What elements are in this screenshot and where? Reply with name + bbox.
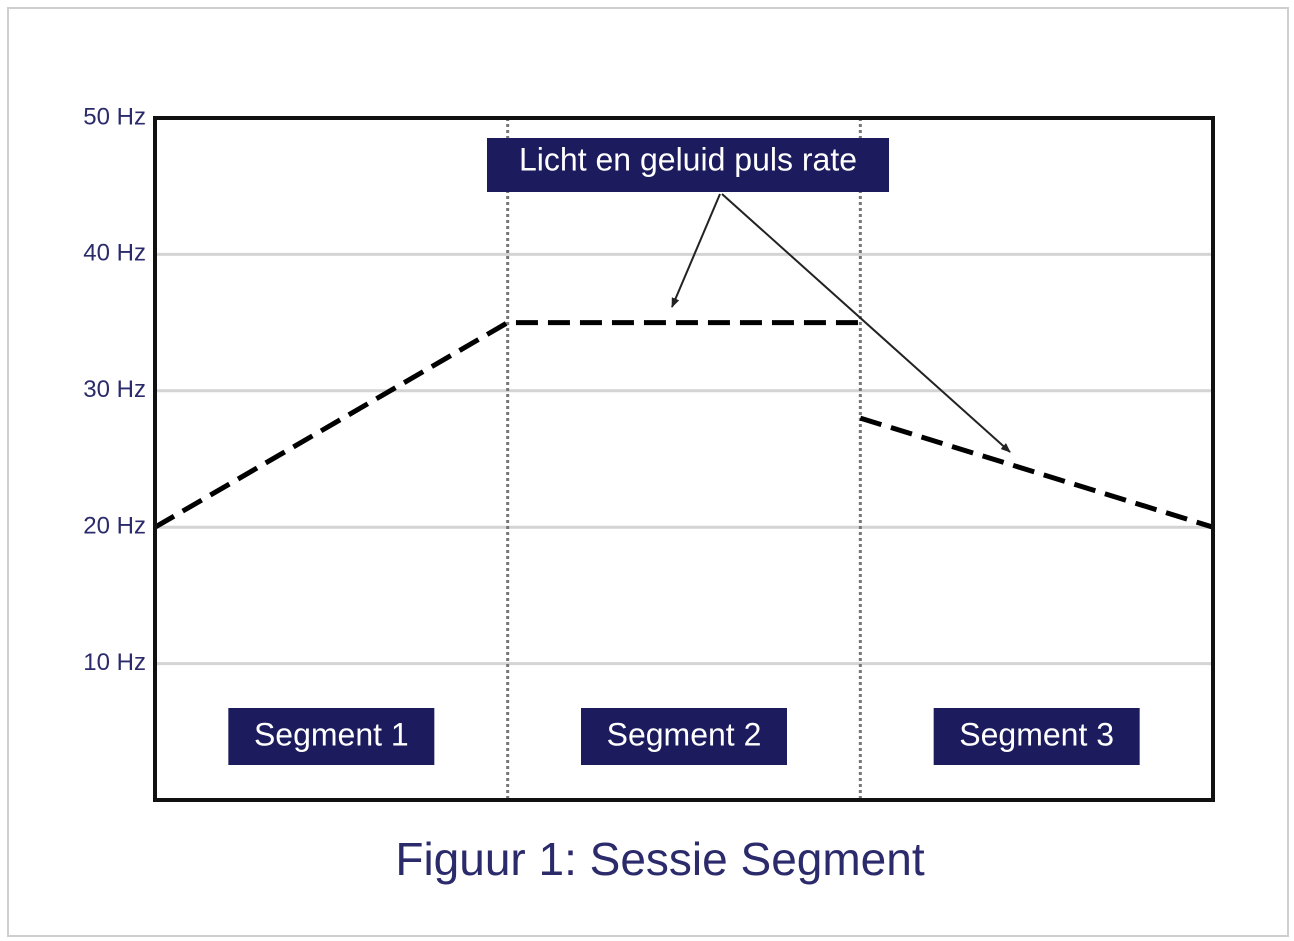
segment-label-text: Segment 1 bbox=[254, 716, 409, 752]
y-tick-label: 40 Hz bbox=[83, 240, 146, 267]
chart-title: Figuur 1: Sessie Segment bbox=[395, 833, 924, 885]
segment-label-box bbox=[581, 708, 787, 765]
annotation: Licht en geluid puls rate bbox=[519, 141, 857, 177]
segment-label-box bbox=[933, 708, 1140, 765]
arrow bbox=[671, 193, 721, 308]
segment-label: Segment 1 bbox=[228, 708, 435, 765]
arrow bbox=[721, 193, 1011, 453]
line bbox=[153, 320, 1214, 530]
segment-label: Segment 3 bbox=[933, 708, 1140, 765]
segment-label-text: Segment 2 bbox=[607, 716, 762, 752]
y-tick-label: 30 Hz bbox=[83, 376, 146, 403]
segment-label: Segment 2 bbox=[581, 708, 787, 765]
plot-border bbox=[153, 116, 1215, 802]
annotation-box bbox=[487, 138, 889, 192]
segment-label-text: Segment 3 bbox=[959, 716, 1114, 752]
segment-label-box bbox=[228, 708, 435, 765]
y-tick-label: 20 Hz bbox=[83, 513, 146, 540]
y-tick-label: 10 Hz bbox=[83, 649, 146, 676]
y-tick-label: 50 Hz bbox=[83, 103, 146, 130]
